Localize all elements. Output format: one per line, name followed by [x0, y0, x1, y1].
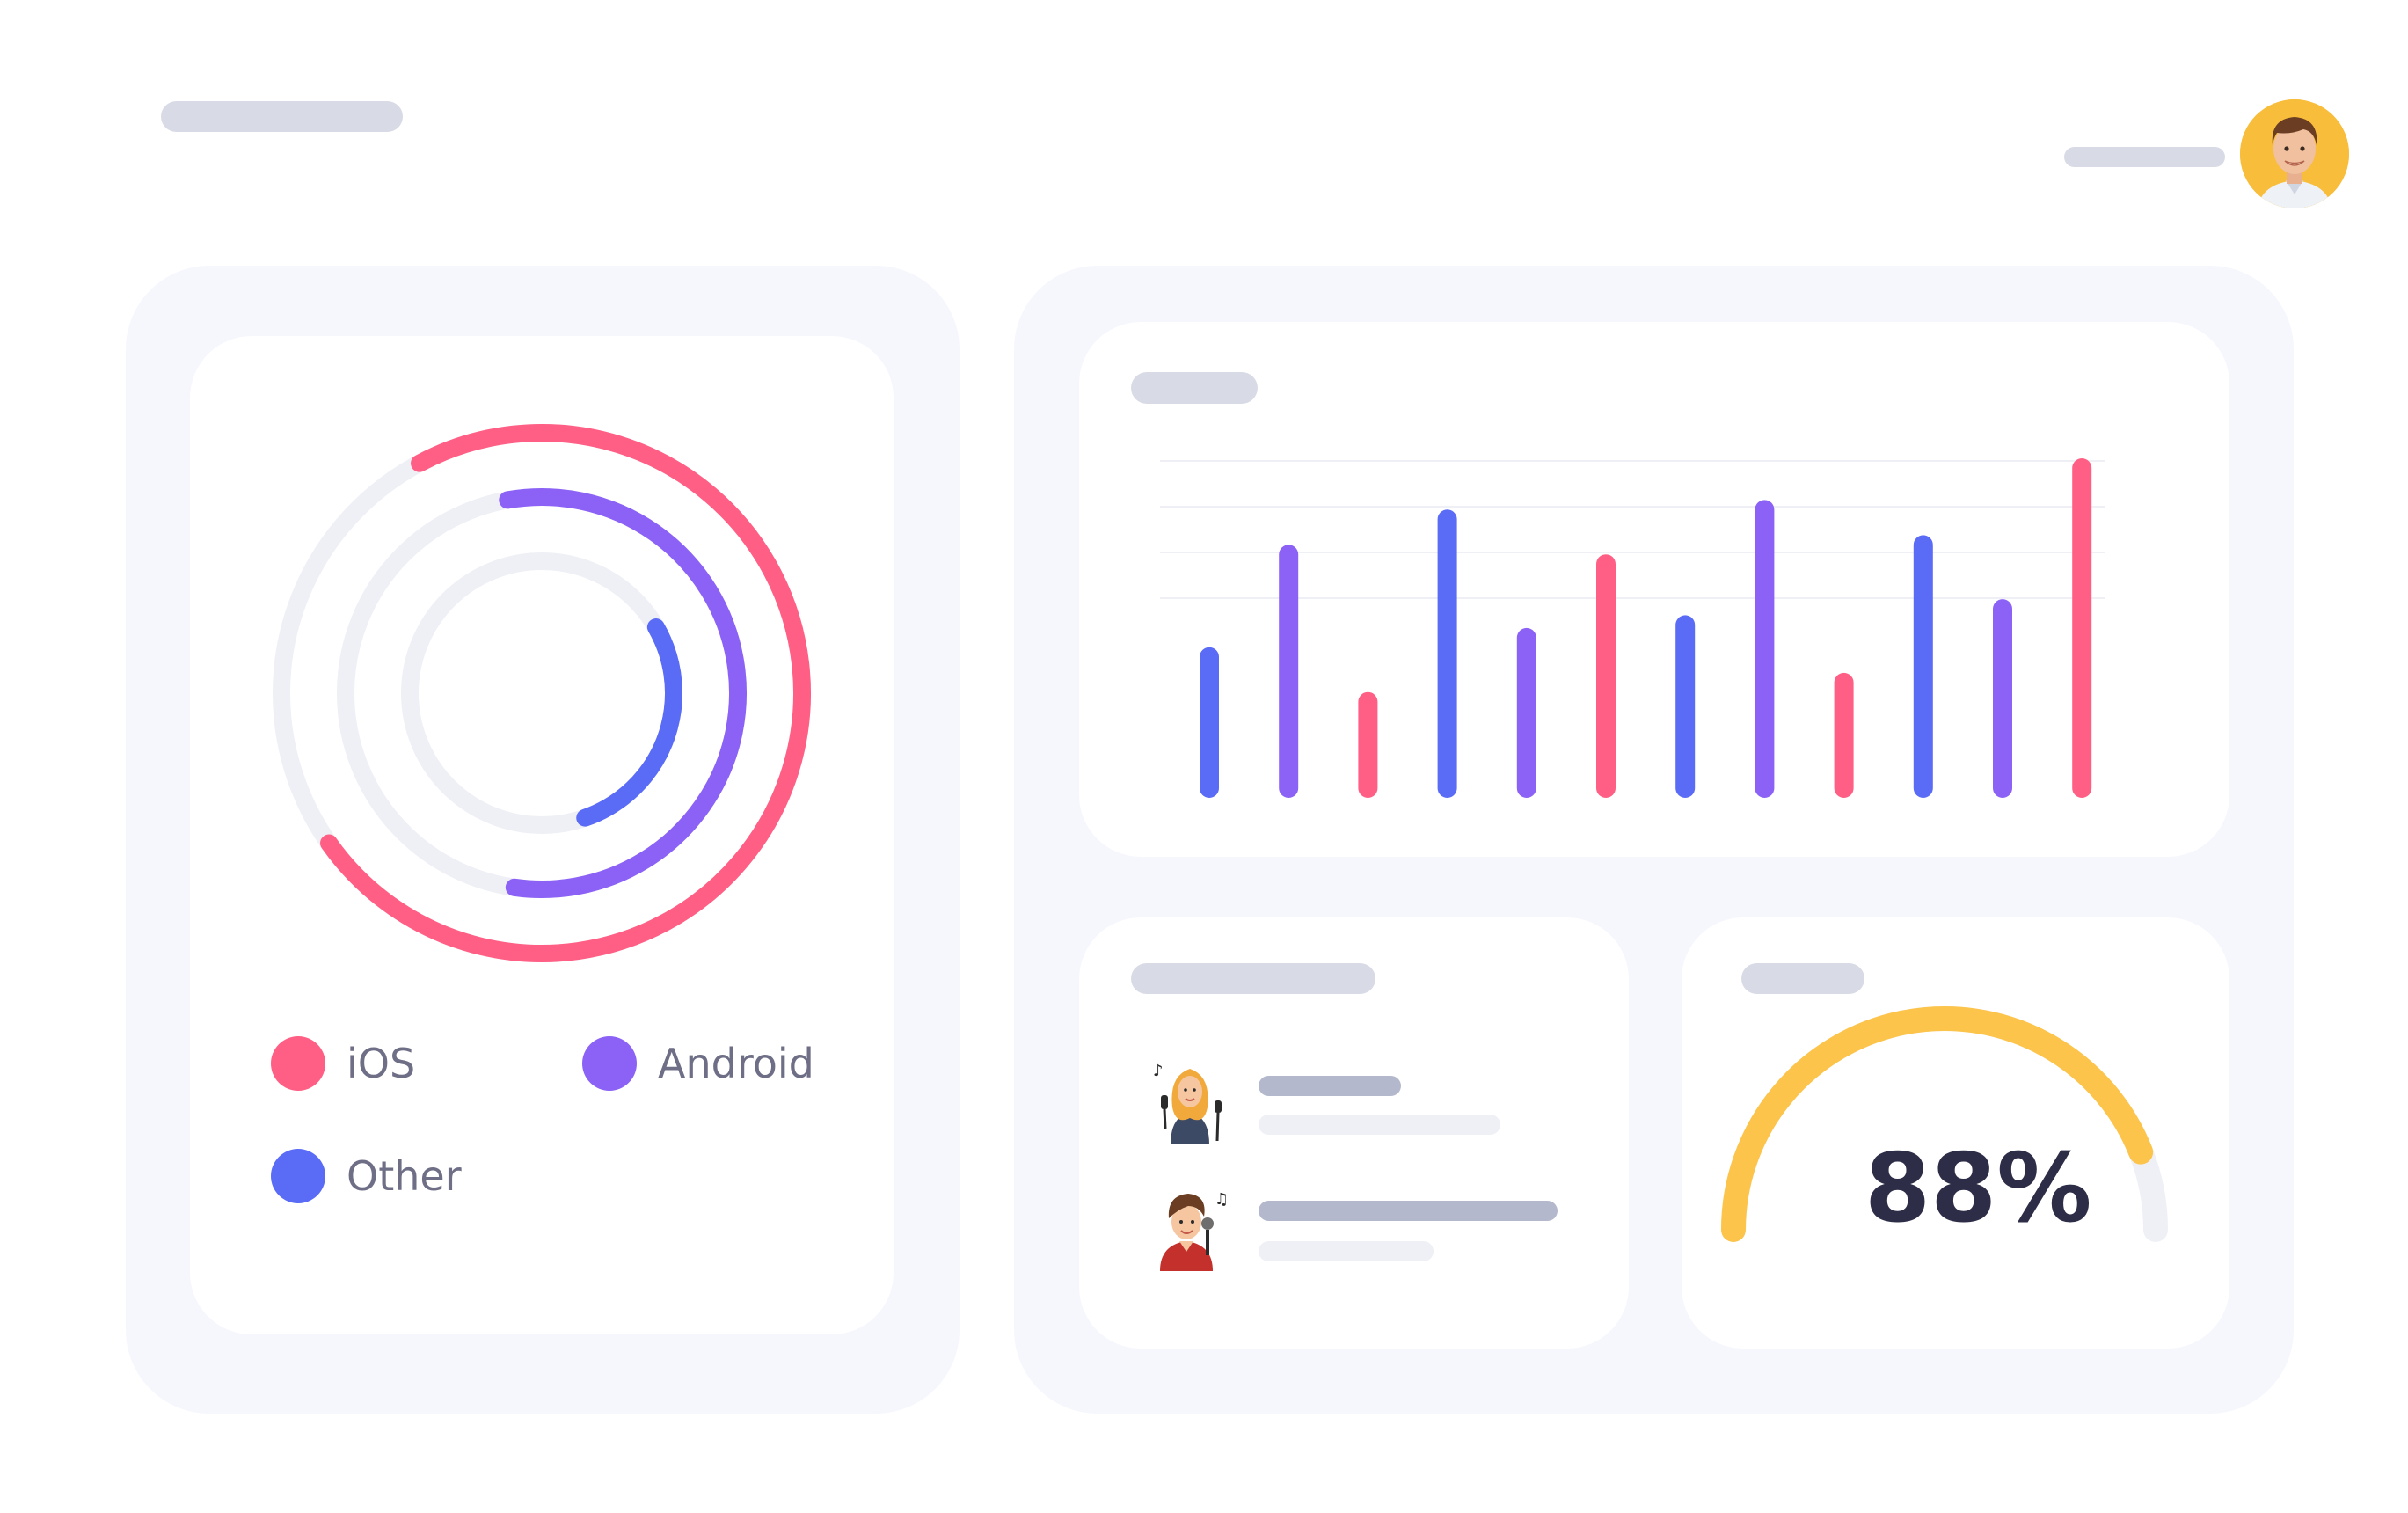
- user-avatar-icon: [2240, 99, 2349, 208]
- android-dot-icon: [582, 1036, 637, 1091]
- list-item-subtitle-placeholder: [1259, 1241, 1434, 1261]
- list-item-title-placeholder: [1259, 1076, 1401, 1096]
- legend-label-ios: iOS: [347, 1040, 416, 1087]
- android-ring-arc: [337, 487, 747, 898]
- bar-chart-title-placeholder: [1131, 372, 1258, 404]
- svg-text:♫: ♫: [1215, 1190, 1229, 1209]
- male-singer-icon: ♫: [1160, 1190, 1229, 1271]
- legend-item-android: Android: [582, 1036, 814, 1091]
- ios-ring-arc: [272, 424, 811, 963]
- gauge-card: [1682, 917, 2229, 1349]
- list-item[interactable]: ♫: [1146, 1183, 1603, 1271]
- list-item[interactable]: ♪: [1146, 1056, 1603, 1144]
- legend-label-other: Other: [347, 1152, 462, 1200]
- device-share-card: iOS Android Other: [190, 336, 894, 1334]
- gauge-title-placeholder: [1741, 963, 1864, 994]
- legend-item-ios: iOS: [271, 1036, 415, 1091]
- list-item-title-placeholder: [1259, 1201, 1558, 1221]
- radial-ring-chart: [272, 424, 811, 963]
- svg-text:♪: ♪: [1153, 1062, 1164, 1080]
- user-avatar[interactable]: [2240, 99, 2349, 208]
- female-singer-icon: ♪: [1153, 1062, 1222, 1144]
- list-title-placeholder: [1131, 963, 1375, 994]
- bar-chart-card: [1079, 322, 2229, 857]
- gauge-chart: [1721, 1006, 2168, 1242]
- ios-dot-icon: [271, 1036, 325, 1091]
- gauge-percent-value: 88%: [1864, 1134, 2092, 1244]
- user-name-placeholder: [2064, 147, 2225, 167]
- gauge-value-arc: [1721, 1006, 2154, 1242]
- page-title-placeholder: [161, 101, 403, 132]
- top-artists-card: ♪ ♫: [1079, 917, 1629, 1349]
- list-item-subtitle-placeholder: [1259, 1115, 1500, 1135]
- legend-label-android: Android: [658, 1040, 814, 1087]
- legend-item-other: Other: [271, 1149, 462, 1203]
- other-ring-arc: [401, 552, 682, 834]
- bar-chart: [1160, 458, 2105, 798]
- other-dot-icon: [271, 1149, 325, 1203]
